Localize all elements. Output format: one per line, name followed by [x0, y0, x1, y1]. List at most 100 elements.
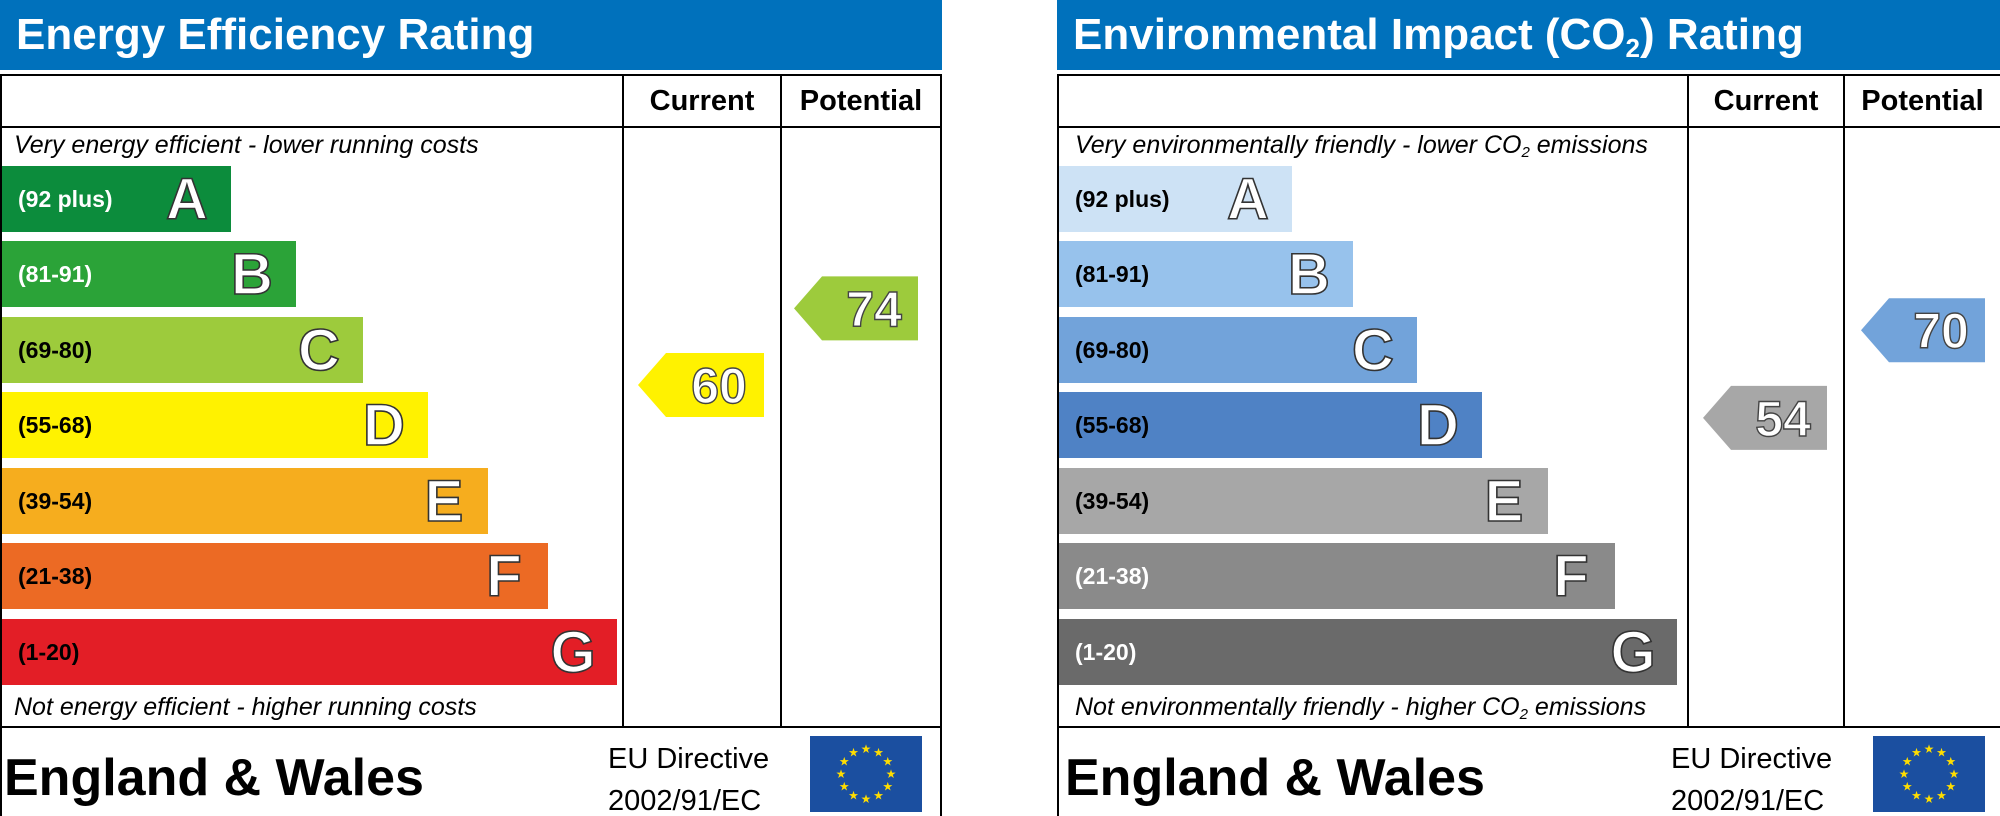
env-bottom-caption-sub: 2	[1519, 706, 1528, 723]
env-current-header: Current	[1713, 85, 1819, 117]
env-band-range-label: (69-80)	[1075, 337, 1150, 363]
env-directive: EU Directive 2002/91/EC	[1671, 738, 1832, 816]
energy-band-c: (69-80) C	[2, 317, 363, 383]
eu-star-icon: ★	[861, 792, 872, 806]
svg-text:D: D	[363, 393, 405, 458]
env-top-caption-sub: 2	[1521, 144, 1530, 161]
svg-text:E: E	[1485, 469, 1524, 534]
eu-flag-icon: ★★★★★★★★★ ★ ★★	[810, 736, 922, 812]
eu-star-icon: ★	[1949, 767, 1960, 781]
energy-band-g: (1-20) G	[2, 619, 617, 685]
env-band-range-label: (55-68)	[1075, 412, 1150, 438]
eu-star-icon: ★	[1902, 780, 1913, 794]
energy-band-letter: B	[230, 241, 273, 307]
svg-text:A: A	[1227, 167, 1269, 232]
energy-band-f: (21-38) F	[2, 543, 548, 609]
eu-star-icon: ★	[861, 742, 872, 756]
env-bottom-caption: Not environmentally friendly - higher CO…	[1075, 693, 1646, 723]
energy-band-a: (92 plus) A	[2, 166, 231, 232]
energy-top-caption: Very energy efficient - lower running co…	[14, 131, 479, 159]
eu-star-icon: ★	[886, 767, 897, 781]
env-potential-divider	[1843, 74, 1845, 728]
eu-star-icon: ★	[1911, 745, 1922, 759]
env-bottom-caption-main: Not environmentally friendly - higher CO	[1075, 693, 1520, 721]
environmental-title: Environmental Impact (CO2) Rating	[1057, 0, 2000, 70]
env-band-letter: A	[1226, 166, 1269, 232]
env-band-d: (55-68) D	[1059, 392, 1482, 458]
env-top-caption-end: emissions	[1529, 131, 1648, 159]
energy-potential-divider	[780, 74, 782, 728]
eu-star-icon: ★	[873, 789, 884, 803]
env-title-sub: 2	[1625, 33, 1641, 63]
energy-band-range-label: (21-38)	[18, 563, 93, 589]
eu-star-icon: ★	[1902, 755, 1913, 769]
eu-star-icon: ★	[1936, 789, 1947, 803]
env-bottom-caption-end: emissions	[1527, 693, 1647, 721]
env-band-letter: C	[1351, 317, 1394, 383]
eu-star-icon: ★	[836, 767, 847, 781]
energy-band-letter: E	[424, 468, 464, 534]
energy-current-divider	[622, 74, 624, 728]
energy-footer-divider	[0, 726, 942, 728]
svg-text:D: D	[1417, 393, 1459, 458]
svg-text:F: F	[486, 544, 521, 609]
energy-band-e: (39-54) E	[2, 468, 488, 534]
env-band-letter: G	[1610, 619, 1657, 685]
energy-band-range-label: (69-80)	[18, 337, 93, 363]
energy-band-b: (81-91) B	[2, 241, 296, 307]
env-band-range-label: (81-91)	[1075, 261, 1150, 287]
svg-text:E: E	[425, 469, 464, 534]
energy-title: Energy Efficiency Rating	[0, 0, 942, 70]
environmental-impact-panel: Environmental Impact (CO2) Rating Curren…	[1057, 0, 2000, 816]
env-band-letter: F	[1552, 543, 1589, 609]
energy-band-letter: C	[297, 317, 340, 383]
energy-band-d: (55-68) D	[2, 392, 428, 458]
energy-directive: EU Directive 2002/91/EC	[608, 738, 769, 816]
energy-band-range-label: (1-20)	[18, 639, 80, 665]
env-title-end: ) Rating	[1640, 10, 1804, 59]
env-band-range-label: (21-38)	[1075, 563, 1150, 589]
energy-band-range-label: (81-91)	[18, 261, 93, 287]
svg-text:C: C	[298, 318, 340, 383]
eu-star-icon: ★	[882, 780, 893, 794]
env-directive-line2: 2002/91/EC	[1671, 785, 1825, 816]
env-footer-divider	[1057, 726, 2000, 728]
env-band-e: (39-54) E	[1059, 468, 1548, 534]
energy-band-range-label: (39-54)	[18, 488, 93, 514]
eu-star-icon: ★	[1911, 789, 1922, 803]
environmental-frame	[1057, 74, 2000, 816]
svg-text:F: F	[1553, 544, 1588, 609]
env-band-c: (69-80) C	[1059, 317, 1417, 383]
env-band-letter: E	[1484, 468, 1524, 534]
env-potential-header: Potential	[1861, 85, 1984, 117]
eu-star-icon: ★	[1945, 755, 1956, 769]
energy-bottom-caption: Not energy efficient - higher running co…	[14, 693, 477, 721]
env-top-caption: Very environmentally friendly - lower CO…	[1075, 131, 1648, 161]
energy-band-letter: D	[362, 392, 405, 458]
energy-band-letter: A	[165, 166, 208, 232]
env-band-range-label: (92 plus)	[1075, 186, 1170, 212]
env-title-main: Environmental Impact (CO	[1073, 10, 1626, 59]
eu-star-icon: ★	[1899, 767, 1910, 781]
svg-text:G: G	[550, 620, 595, 685]
eu-star-icon: ★	[1924, 792, 1935, 806]
eu-star-icon: ★	[873, 745, 884, 759]
energy-band-letter: G	[550, 619, 597, 685]
env-band-letter: D	[1416, 392, 1459, 458]
svg-text:A: A	[166, 167, 208, 232]
energy-right-border	[940, 74, 942, 816]
energy-band-letter: F	[485, 543, 522, 609]
eu-star-icon: ★	[1945, 780, 1956, 794]
energy-frame	[0, 74, 942, 816]
env-top-caption-main: Very environmentally friendly - lower CO	[1075, 131, 1522, 159]
env-band-b: (81-91) B	[1059, 241, 1353, 307]
eu-star-icon: ★	[839, 780, 850, 794]
energy-region-label: England & Wales	[4, 749, 424, 807]
energy-current-header: Current	[649, 85, 755, 117]
eu-star-icon: ★	[1924, 742, 1935, 756]
eu-flag-icon: ★★★★★★★★★ ★ ★★	[1873, 736, 1985, 812]
env-directive-line1: EU Directive	[1671, 743, 1833, 775]
eu-star-icon: ★	[1936, 745, 1947, 759]
svg-text:C: C	[1352, 318, 1394, 383]
svg-text:B: B	[231, 242, 273, 307]
